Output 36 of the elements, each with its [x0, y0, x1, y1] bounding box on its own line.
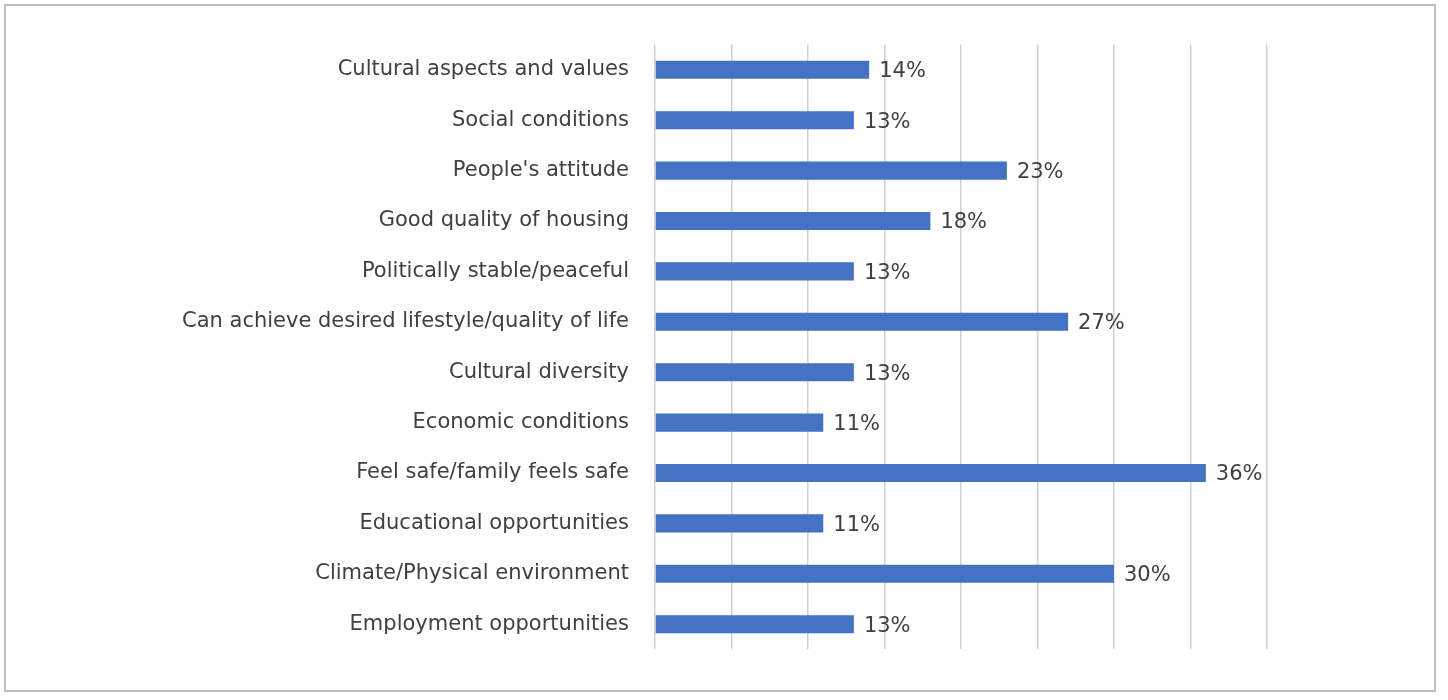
data-label: 13% [863, 360, 911, 385]
y-tick-label: Feel safe/family feels safe [356, 459, 629, 484]
bar [655, 111, 854, 130]
data-label: 11% [833, 511, 880, 536]
bar [655, 211, 931, 231]
bar [655, 463, 1206, 483]
data-label: 18% [940, 209, 988, 234]
data-label: 13% [863, 612, 911, 637]
bar [655, 161, 1007, 180]
bar [655, 514, 824, 533]
data-label: 13% [863, 259, 911, 284]
y-tick-label: Educational opportunities [359, 509, 629, 534]
bar [655, 262, 854, 281]
y-tick-label: Politically stable/peaceful [361, 257, 629, 282]
y-tick-label: Employment opportunities [349, 610, 629, 635]
bar [655, 60, 870, 79]
y-tick-label: Good quality of housing [378, 207, 629, 232]
bar [655, 312, 1069, 331]
data-label: 36% [1215, 461, 1263, 486]
data-label: 11% [833, 411, 880, 436]
y-tick-label: Cultural diversity [449, 358, 629, 383]
bar [655, 564, 1114, 583]
y-tick-label: Can achieve desired lifestyle/quality of life [182, 308, 629, 333]
y-tick-label: Climate/Physical environment [315, 560, 629, 585]
data-label: 27% [1078, 310, 1125, 335]
bar [655, 615, 854, 634]
data-label: 13% [863, 108, 911, 133]
data-label: 14% [879, 58, 926, 83]
y-tick-label: People's attitude [452, 157, 629, 182]
bar [655, 413, 824, 432]
bar [655, 363, 854, 382]
data-label: 23% [1016, 159, 1064, 184]
y-tick-label: Economic conditions [412, 409, 629, 434]
y-tick-label: Social conditions [451, 106, 629, 131]
y-tick-label: Cultural aspects and values [337, 56, 629, 81]
data-label: 30% [1123, 562, 1171, 587]
